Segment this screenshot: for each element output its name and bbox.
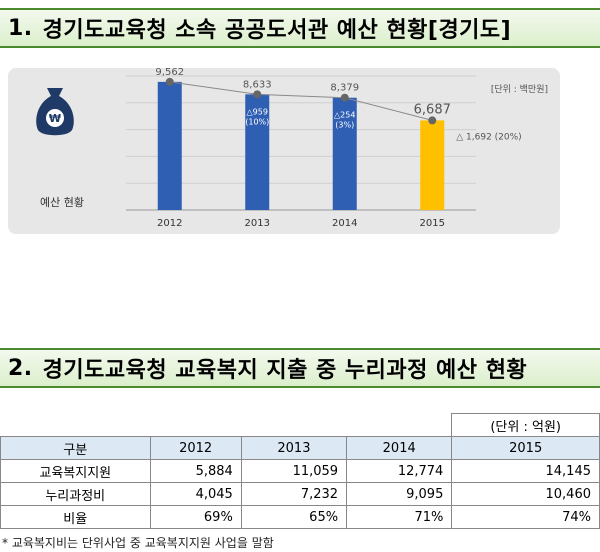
bar-2014 <box>332 97 357 210</box>
footnote: * 교육복지비는 단위사업 중 교육복지지원 사업을 말함 <box>2 536 274 550</box>
table-header-row: 구분 2012 2013 2014 2015 <box>0 436 600 460</box>
table-row: 비율 69% 65% 71% 74% <box>0 505 600 529</box>
section2-title: 경기도교육청 교육복지 지출 중 누리과정 예산 현황 <box>42 358 528 383</box>
money-bag-icon: ₩ <box>30 82 80 138</box>
header-cell: 2013 <box>240 436 348 460</box>
trend-point <box>428 116 437 125</box>
budget-bar-chart: 2012 2013 2014 2015 9,562 8,633 △959(10%) 8,379… <box>126 68 548 229</box>
change-percent-label: (3%) <box>335 121 354 130</box>
table-row: 누리과정비 4,045 7,232 9,095 10,460 <box>0 482 600 506</box>
header-cell: 2012 <box>149 436 242 460</box>
change-percent-label: (10%) <box>245 117 269 126</box>
section2-heading: 2. 경기도교육청 교육복지 지출 중 누리과정 예산 현황 <box>0 348 600 388</box>
row-label: 교육복지지원 <box>0 459 151 483</box>
table-cell: 9,095 <box>346 482 453 506</box>
bar-2013 <box>245 94 270 210</box>
header-cell: 구분 <box>0 436 151 460</box>
section1-heading: 1. 경기도교육청 소속 공공도서관 예산 현황[경기도] <box>0 8 600 48</box>
bar-2012 <box>157 81 182 210</box>
section2-number: 2. <box>8 355 33 381</box>
header-cell: 2015 <box>451 436 600 460</box>
header-cell: 2014 <box>346 436 453 460</box>
data-label: 9,562 <box>155 68 184 78</box>
nuri-budget-table: (단위 : 억원) 구분 2012 2013 2014 2015 교육복지지원 … <box>0 413 600 529</box>
change-label: △ 1,692 (20%) <box>456 132 521 142</box>
trend-point <box>253 90 262 99</box>
table-cell: 74% <box>451 505 600 529</box>
table-row: 교육복지지원 5,884 11,059 12,774 14,145 <box>0 459 600 483</box>
table-cell: 4,045 <box>149 482 242 506</box>
trend-line <box>169 81 433 121</box>
budget-table-area: (단위 : 억원) 구분 2012 2013 2014 2015 교육복지지원 … <box>0 413 600 529</box>
trend-point <box>340 93 349 102</box>
table-cell: 69% <box>149 505 242 529</box>
data-label: 6,687 <box>414 102 451 117</box>
bar-2015 <box>420 120 445 210</box>
table-unit: (단위 : 억원) <box>451 413 600 437</box>
table-cell: 65% <box>240 505 348 529</box>
trend-point <box>165 77 174 86</box>
budget-chart-panel: ₩ 예산 현황 2012 2013 2014 2015 9,562 8,633 △959 (1… <box>8 68 560 234</box>
data-label: 8,379 <box>330 83 359 94</box>
table-cell: 7,232 <box>240 482 348 506</box>
change-label: △254 <box>334 111 355 120</box>
row-label: 누리과정비 <box>0 482 151 506</box>
table-unit-row: (단위 : 억원) <box>0 413 600 437</box>
table-cell: 14,145 <box>451 459 600 483</box>
table-cell: 71% <box>346 505 453 529</box>
svg-text:₩: ₩ <box>49 112 61 125</box>
x-tick-label: 2014 <box>332 218 357 229</box>
section1-number: 1. <box>8 15 33 41</box>
table-cell: 11,059 <box>240 459 348 483</box>
x-tick-label: 2015 <box>420 218 445 229</box>
row-label: 비율 <box>0 505 151 529</box>
unit-label: [단위 : 백만원] <box>491 84 548 95</box>
table-cell: 5,884 <box>149 459 242 483</box>
change-label: △959 <box>247 107 268 116</box>
table-cell: 10,460 <box>451 482 600 506</box>
x-tick-label: 2012 <box>157 218 182 229</box>
table-cell: 12,774 <box>346 459 453 483</box>
section1-title: 경기도교육청 소속 공공도서관 예산 현황[경기도] <box>42 18 512 43</box>
x-tick-label: 2013 <box>245 218 270 229</box>
icon-caption: 예산 현황 <box>40 196 84 209</box>
data-label: 8,633 <box>243 79 272 90</box>
